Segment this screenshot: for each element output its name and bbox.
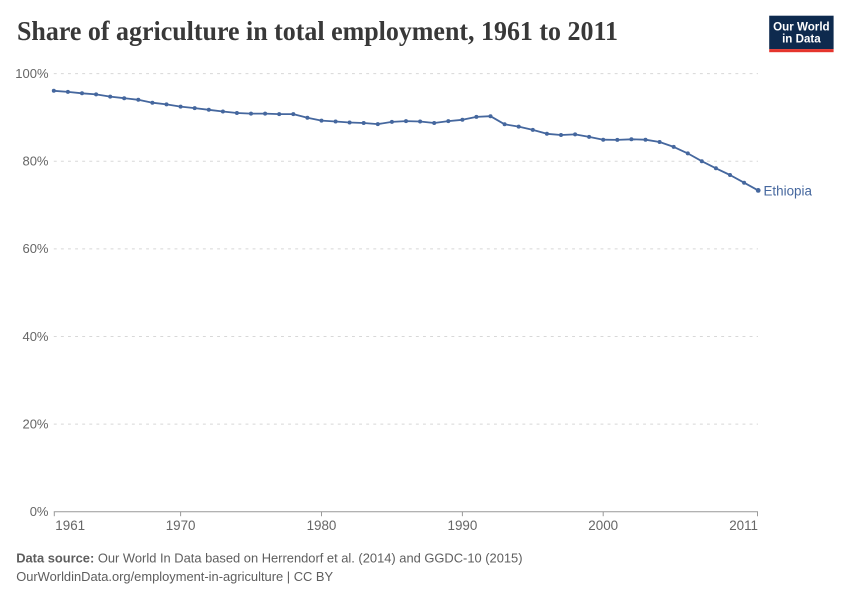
svg-text:2011: 2011 xyxy=(729,518,758,533)
svg-text:80%: 80% xyxy=(22,154,48,169)
svg-text:1970: 1970 xyxy=(166,518,196,533)
svg-text:1990: 1990 xyxy=(448,518,478,533)
svg-text:60%: 60% xyxy=(22,241,48,256)
svg-text:0%: 0% xyxy=(30,504,49,519)
svg-text:20%: 20% xyxy=(22,416,48,431)
svg-text:Share of agriculture in total: Share of agriculture in total employment… xyxy=(17,16,618,46)
svg-text:Our World: Our World xyxy=(773,21,829,34)
svg-text:2000: 2000 xyxy=(588,518,618,533)
svg-text:100%: 100% xyxy=(15,66,49,81)
svg-text:OurWorldinData.org/employment-: OurWorldinData.org/employment-in-agricul… xyxy=(16,569,333,584)
svg-text:Ethiopia: Ethiopia xyxy=(764,184,813,199)
svg-text:1961: 1961 xyxy=(55,518,85,533)
svg-text:40%: 40% xyxy=(22,329,48,344)
svg-text:Data source: Our World In Data: Data source: Our World In Data based on … xyxy=(16,550,522,565)
svg-text:1980: 1980 xyxy=(307,518,337,533)
svg-text:in Data: in Data xyxy=(782,33,821,46)
